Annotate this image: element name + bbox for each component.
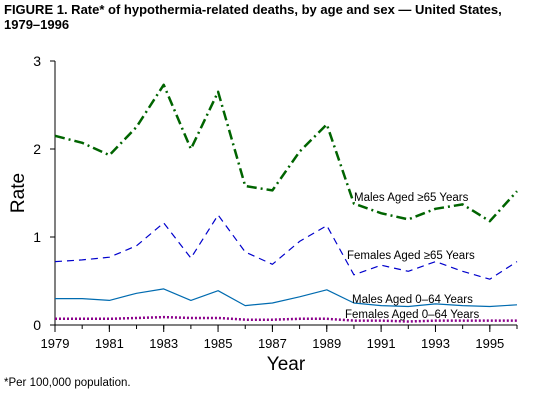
x-axis-title: Year bbox=[267, 354, 306, 375]
x-tick-label: 1983 bbox=[149, 336, 178, 351]
series-line-2 bbox=[54, 214, 518, 280]
chart-series bbox=[54, 83, 518, 323]
series-label-2: Females Aged ≥65 Years bbox=[347, 250, 475, 262]
y-tick-label: 3 bbox=[33, 53, 41, 69]
chart-axes: 0 1 2 3 1979 1981 1983 1985 1987 1989 1991 1993 1995… bbox=[8, 53, 518, 375]
y-tick-label: 0 bbox=[33, 317, 41, 333]
series-label-3: Males Aged 0–64 Years bbox=[352, 294, 473, 306]
chart-title: FIGURE 1. Rate* of hypothermia-related d… bbox=[4, 2, 549, 32]
x-tick-label: 1993 bbox=[421, 336, 450, 351]
series-line-4 bbox=[55, 315, 517, 323]
chart-title-line-2: 1979–1996 bbox=[4, 17, 70, 32]
x-tick-label: 1991 bbox=[367, 336, 396, 351]
x-tick-label: 1985 bbox=[204, 336, 233, 351]
series-label-1: Males Aged ≥65 Years bbox=[354, 192, 469, 204]
x-tick-label: 1987 bbox=[258, 336, 287, 351]
chart-title-line-1: FIGURE 1. Rate* of hypothermia-related d… bbox=[4, 2, 502, 17]
chart-series-labels: Males Aged ≥65 Years Females Aged ≥65 Yea… bbox=[345, 192, 480, 321]
series-label-4: Females Aged 0–64 Years bbox=[345, 309, 480, 321]
y-tick-label: 2 bbox=[33, 141, 41, 157]
x-tick-label: 1989 bbox=[312, 336, 341, 351]
x-tick-label: 1979 bbox=[41, 336, 70, 351]
footnote: *Per 100,000 population. bbox=[4, 377, 131, 389]
x-tick-label: 1981 bbox=[95, 336, 124, 351]
y-tick-label: 1 bbox=[33, 229, 41, 245]
series-line-3 bbox=[55, 288, 518, 308]
x-tick-label: 1995 bbox=[475, 336, 504, 351]
y-axis-title: Rate bbox=[8, 173, 29, 213]
series-line-1 bbox=[54, 83, 518, 223]
